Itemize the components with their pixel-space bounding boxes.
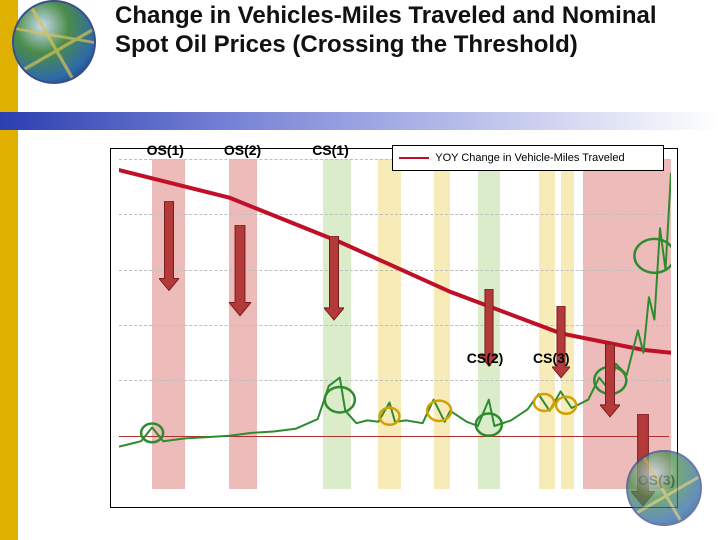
- arrow-os3-1-icon: [600, 344, 620, 424]
- header-gradient-bar: [0, 112, 720, 130]
- arrow-cs1-icon: [324, 236, 344, 327]
- event-label-os1: OS(1): [147, 142, 184, 158]
- legend: YOY Change in Vehicle-Miles Traveled: [392, 145, 664, 171]
- slide-title: Change in Vehicles-Miles Traveled and No…: [115, 2, 685, 60]
- event-label-cs1: CS(1): [312, 142, 349, 158]
- arrow-os2-icon: [229, 225, 251, 323]
- legend-text: YOY Change in Vehicle-Miles Traveled: [435, 152, 624, 164]
- legend-swatch-icon: [399, 157, 429, 159]
- globe-logo-footer-icon: [626, 450, 702, 526]
- globe-logo-icon: [12, 0, 96, 84]
- event-label-cs2: CS(2): [467, 350, 504, 366]
- arrow-os1-icon: [159, 201, 179, 297]
- event-label-os2: OS(2): [224, 142, 261, 158]
- highlight-circle: [141, 424, 163, 443]
- arrow-cs3-icon: [552, 306, 570, 384]
- slide-page: Change in Vehicles-Miles Traveled and No…: [0, 0, 720, 540]
- highlight-circle: [325, 387, 355, 413]
- trend-curve: [119, 170, 671, 353]
- plot-svg: [119, 159, 671, 491]
- oil-price-line: [119, 173, 671, 447]
- event-label-cs3: CS(3): [533, 350, 570, 366]
- chart-plot-area: OS(1)OS(2)CS(1)CS(2)CS(3)OS(3)YOY Change…: [119, 159, 669, 489]
- chart-frame: OS(1)OS(2)CS(1)CS(2)CS(3)OS(3)YOY Change…: [110, 148, 678, 508]
